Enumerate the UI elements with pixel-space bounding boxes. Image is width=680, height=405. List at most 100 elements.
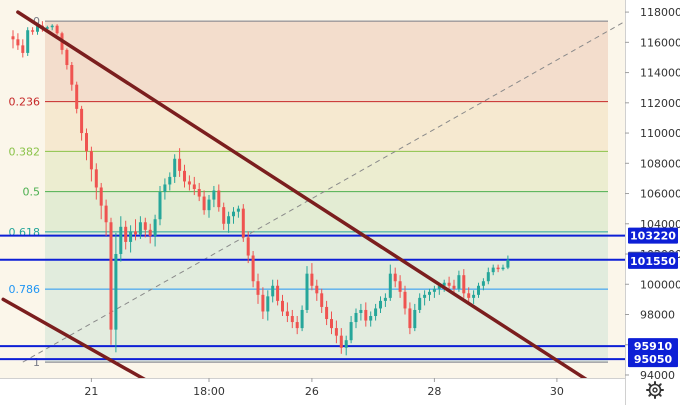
candle: [26, 27, 30, 56]
price-tag: 103220: [628, 227, 678, 244]
fibonacci-levels: [45, 20, 608, 363]
candle: [119, 216, 123, 262]
candle: [481, 278, 485, 291]
candle-body: [290, 316, 294, 323]
price-axis-background: [625, 0, 680, 405]
candle: [75, 81, 79, 114]
fib-band: [45, 151, 608, 192]
candle: [491, 264, 495, 276]
candle-body: [36, 25, 39, 32]
candle-body: [114, 254, 118, 330]
price-tags: 1032201016201015509591095050: [628, 227, 678, 368]
candle-body: [428, 291, 431, 295]
y-tick-label: 108000: [640, 157, 680, 170]
candle: [330, 311, 333, 335]
candle: [109, 217, 113, 345]
candle-body: [109, 222, 113, 330]
x-tick-label: 28: [427, 385, 441, 398]
candle: [388, 264, 392, 301]
candle-body: [481, 281, 485, 286]
candle-body: [197, 189, 201, 197]
candle: [80, 105, 84, 141]
fib-level-label: 0.5: [23, 186, 41, 199]
candle: [281, 294, 284, 317]
candle-body: [300, 309, 304, 329]
candle-body: [491, 267, 495, 273]
candle: [153, 214, 157, 247]
candle-body: [295, 322, 299, 329]
candle: [334, 320, 338, 344]
candle: [369, 311, 373, 327]
candle: [364, 302, 368, 327]
candle-body: [178, 158, 182, 171]
trendlines[interactable]: [1, 10, 593, 385]
y-tick-label: 100000: [640, 278, 680, 291]
support-lines[interactable]: [0, 234, 625, 361]
candle: [271, 279, 275, 303]
candle-body: [124, 226, 128, 242]
candle-body: [472, 294, 476, 298]
candle: [290, 309, 294, 329]
candle: [457, 270, 461, 292]
candle-body: [134, 231, 137, 235]
candle-body: [11, 36, 15, 40]
candle-body: [339, 335, 343, 348]
candle-body: [452, 285, 456, 289]
x-tick-label: 30: [550, 385, 564, 398]
candle-body: [437, 285, 441, 289]
candle: [138, 216, 142, 239]
candle: [379, 296, 382, 313]
candle-body: [168, 176, 172, 185]
candle-body: [344, 340, 348, 348]
candle: [462, 269, 466, 298]
candle: [349, 316, 353, 344]
candle-body: [251, 255, 255, 282]
candle-body: [320, 293, 324, 307]
fib-diagonal-line: [22, 20, 626, 363]
candle: [158, 185, 162, 226]
candle: [241, 204, 245, 242]
price-tag: 95910: [628, 338, 678, 355]
candle-body: [271, 285, 275, 297]
candle-body: [418, 297, 422, 310]
candle-body: [187, 181, 191, 185]
time-axis[interactable]: 21 18:00 26 28 30: [0, 378, 625, 405]
candle: [251, 250, 255, 288]
candle-body: [232, 211, 235, 217]
fib-level-label: 0.786: [9, 283, 41, 296]
price-tag-label: 103220: [630, 230, 676, 243]
candle: [403, 285, 407, 315]
candle: [423, 290, 427, 306]
trendline[interactable]: [1, 297, 152, 385]
candle-body: [467, 293, 471, 298]
candle: [173, 154, 177, 183]
candle-body: [369, 316, 373, 321]
candle: [432, 285, 436, 298]
candle-body: [31, 30, 35, 32]
x-tick-label: 26: [305, 385, 319, 398]
x-tick-label: 18:00: [193, 385, 225, 398]
trendline[interactable]: [16, 10, 593, 385]
candle-body: [477, 285, 480, 295]
candle: [300, 305, 304, 332]
candle: [256, 273, 260, 304]
candle: [212, 185, 216, 208]
candle: [31, 27, 35, 35]
price-tag-box: [628, 227, 678, 244]
candle-body: [315, 285, 319, 294]
price-tag-label: 95050: [634, 353, 673, 366]
y-tick-label: 114000: [640, 67, 680, 80]
candle-body: [55, 25, 59, 34]
candle: [359, 303, 363, 321]
candle: [11, 30, 15, 49]
candle: [94, 163, 98, 200]
candle: [276, 279, 280, 306]
candle-body: [207, 199, 211, 211]
candle: [85, 128, 88, 161]
price-tag-box: [628, 338, 678, 355]
candle: [295, 316, 299, 335]
settings-button[interactable]: [646, 381, 664, 399]
candle-body: [408, 308, 412, 329]
candle-body: [285, 311, 289, 317]
